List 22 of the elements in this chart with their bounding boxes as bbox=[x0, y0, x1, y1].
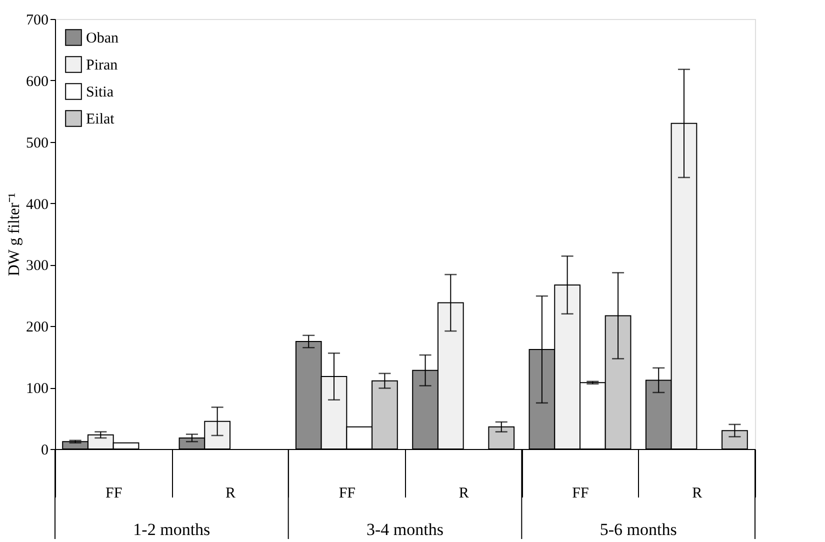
y-axis-title: DW g filter⁻¹ bbox=[6, 192, 23, 276]
legend-label: Sitia bbox=[86, 84, 114, 100]
x-tick-label: R bbox=[692, 486, 702, 502]
y-tick-label: 200 bbox=[26, 320, 48, 336]
x-tick-label: FF bbox=[338, 486, 356, 502]
text: 1-2 months bbox=[133, 520, 210, 539]
y-tick-label: 600 bbox=[26, 74, 48, 90]
x-tick-label: FF bbox=[105, 486, 122, 502]
x-tick-label: FF bbox=[572, 486, 589, 502]
y-tick-label: 400 bbox=[26, 196, 48, 213]
y-tick-label: 0 bbox=[41, 442, 48, 458]
y-tick-label: 700 bbox=[26, 12, 48, 28]
legend-label: Oban bbox=[86, 30, 119, 46]
text: 5-6 months bbox=[600, 520, 677, 539]
y-tick-label: 100 bbox=[26, 381, 48, 398]
legend-label: Eilat bbox=[86, 112, 116, 128]
x-tick-label: R bbox=[225, 486, 236, 502]
legend-label: Piran bbox=[86, 58, 118, 74]
x-tick-label: R bbox=[458, 486, 469, 502]
y-tick-label: 500 bbox=[26, 135, 48, 152]
y-tick-label: 300 bbox=[26, 258, 48, 274]
text: 3-4 months bbox=[366, 520, 444, 539]
